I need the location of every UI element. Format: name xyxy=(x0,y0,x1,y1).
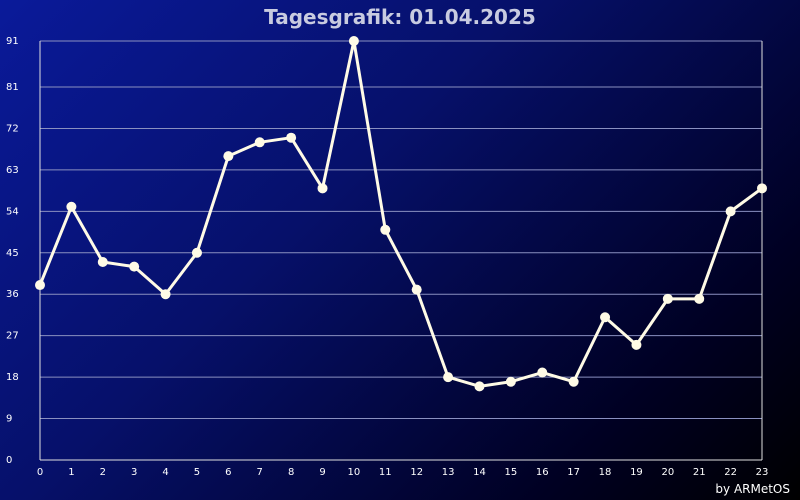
x-tick-label: 23 xyxy=(756,467,769,478)
data-point xyxy=(160,289,171,300)
series-group xyxy=(35,36,767,392)
y-tick-label: 81 xyxy=(6,82,19,93)
x-tick-label: 17 xyxy=(567,467,580,478)
x-tick-label: 1 xyxy=(68,467,74,478)
credit-label: by ARMetOS xyxy=(715,482,790,496)
data-point xyxy=(537,367,548,378)
y-tick-label: 9 xyxy=(6,414,12,425)
y-tick-label: 72 xyxy=(6,123,19,134)
x-tick-label: 13 xyxy=(442,467,455,478)
data-point xyxy=(411,284,422,295)
x-tick-label: 5 xyxy=(194,467,200,478)
x-tick-label: 2 xyxy=(100,467,106,478)
data-point xyxy=(757,183,767,194)
data-point xyxy=(129,261,140,272)
data-point xyxy=(505,376,516,387)
data-point xyxy=(191,247,202,258)
y-tick-label: 54 xyxy=(6,206,19,217)
series-line xyxy=(38,39,763,388)
data-point xyxy=(725,206,736,217)
data-point xyxy=(380,224,391,235)
data-point xyxy=(254,137,265,148)
y-tick-label: 36 xyxy=(6,289,19,300)
data-point xyxy=(631,339,642,350)
x-tick-label: 18 xyxy=(599,467,612,478)
y-tick-label: 18 xyxy=(6,372,19,383)
y-axis-ticks: 0 9 18 27 36 45 54 63 72 81 91 xyxy=(6,36,19,466)
data-point xyxy=(694,293,705,304)
x-tick-label: 10 xyxy=(348,467,361,478)
data-point xyxy=(97,257,108,268)
x-tick-label: 0 xyxy=(37,467,43,478)
x-tick-label: 14 xyxy=(473,467,486,478)
x-tick-label: 8 xyxy=(288,467,294,478)
x-tick-label: 12 xyxy=(410,467,423,478)
data-point xyxy=(348,36,359,46)
data-point xyxy=(662,293,673,304)
chart-title: Tagesgrafik: 01.04.2025 xyxy=(264,5,536,29)
x-axis-ticks: 0 1 2 3 4 5 6 7 8 9 10 11 12 13 14 15 16 17 18 19 20 21 22 23 xyxy=(37,467,769,478)
data-point xyxy=(286,132,297,143)
x-tick-label: 16 xyxy=(536,467,549,478)
x-tick-label: 19 xyxy=(630,467,643,478)
y-tick-label: 0 xyxy=(6,455,12,466)
x-tick-label: 21 xyxy=(693,467,706,478)
data-point xyxy=(66,201,77,212)
data-point xyxy=(223,151,234,162)
x-tick-label: 15 xyxy=(505,467,518,478)
y-tick-label: 45 xyxy=(6,248,19,259)
data-point xyxy=(568,376,579,387)
data-point xyxy=(443,372,454,383)
x-tick-label: 4 xyxy=(162,467,168,478)
x-tick-label: 3 xyxy=(131,467,137,478)
data-point xyxy=(474,381,485,392)
x-tick-label: 9 xyxy=(319,467,325,478)
x-tick-label: 20 xyxy=(661,467,674,478)
x-tick-label: 22 xyxy=(724,467,737,478)
x-tick-label: 11 xyxy=(379,467,392,478)
data-point xyxy=(600,312,611,323)
x-tick-label: 7 xyxy=(257,467,263,478)
y-tick-label: 63 xyxy=(6,165,19,176)
grid-lines xyxy=(39,40,763,461)
y-tick-label: 91 xyxy=(6,36,19,47)
data-point xyxy=(317,183,328,194)
x-tick-label: 6 xyxy=(225,467,231,478)
y-tick-label: 27 xyxy=(6,331,19,342)
data-point xyxy=(35,280,45,291)
